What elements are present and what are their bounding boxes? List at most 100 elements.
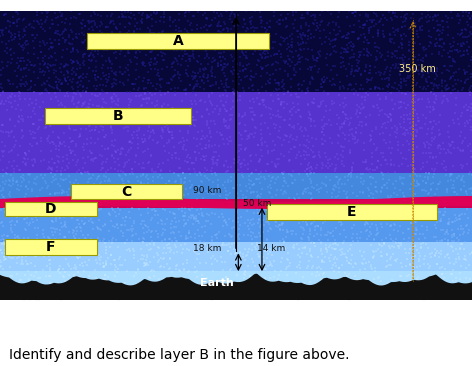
- Point: [445, 85, 453, 91]
- Point: [84, 18, 92, 24]
- Point: [35, 20, 43, 26]
- Point: [328, 245, 336, 251]
- Point: [421, 144, 429, 150]
- Point: [24, 235, 32, 241]
- Point: [124, 50, 132, 56]
- Point: [202, 153, 210, 159]
- Point: [70, 112, 77, 118]
- Point: [468, 127, 472, 133]
- Point: [59, 242, 66, 247]
- Point: [236, 222, 244, 228]
- Point: [378, 76, 386, 82]
- Point: [15, 119, 23, 124]
- Point: [285, 157, 293, 163]
- Point: [55, 181, 62, 187]
- Point: [101, 134, 108, 140]
- Point: [403, 127, 411, 133]
- Point: [236, 263, 244, 269]
- Point: [0, 232, 8, 238]
- Point: [186, 82, 194, 88]
- Point: [229, 185, 236, 191]
- Point: [80, 269, 88, 274]
- Point: [236, 279, 244, 285]
- Point: [425, 145, 433, 151]
- Point: [347, 82, 354, 88]
- Point: [455, 67, 463, 72]
- Point: [466, 276, 472, 282]
- Point: [41, 246, 49, 251]
- Point: [377, 169, 385, 175]
- Point: [238, 170, 245, 176]
- Point: [171, 41, 178, 47]
- Point: [109, 153, 116, 159]
- Point: [326, 108, 334, 113]
- Point: [230, 88, 238, 94]
- Point: [131, 23, 139, 29]
- Point: [409, 23, 416, 29]
- Point: [375, 112, 383, 117]
- Point: [183, 236, 190, 242]
- Point: [329, 240, 337, 246]
- Point: [310, 57, 317, 63]
- Point: [140, 172, 147, 178]
- Point: [211, 279, 218, 285]
- Point: [118, 189, 126, 195]
- Point: [287, 146, 295, 152]
- Point: [109, 142, 116, 148]
- Point: [173, 57, 180, 63]
- Point: [49, 44, 57, 50]
- Point: [78, 25, 85, 31]
- Point: [22, 191, 30, 197]
- Point: [223, 168, 231, 174]
- Point: [431, 70, 438, 75]
- Point: [197, 288, 204, 294]
- Point: [219, 66, 227, 72]
- Point: [155, 186, 163, 192]
- Point: [378, 243, 386, 249]
- Point: [232, 286, 240, 292]
- Point: [163, 291, 170, 297]
- Point: [213, 10, 220, 16]
- Point: [98, 30, 106, 36]
- Point: [28, 188, 36, 194]
- Point: [434, 22, 442, 28]
- Point: [45, 160, 52, 165]
- Point: [126, 249, 134, 254]
- Point: [89, 186, 97, 192]
- Point: [237, 77, 244, 83]
- Point: [236, 250, 244, 256]
- Point: [210, 191, 217, 197]
- Point: [119, 282, 126, 288]
- Point: [447, 90, 455, 96]
- Point: [285, 71, 292, 77]
- Point: [64, 245, 71, 251]
- Point: [179, 261, 187, 267]
- Point: [193, 136, 201, 142]
- Point: [392, 236, 399, 242]
- Point: [37, 117, 44, 123]
- Point: [84, 104, 92, 109]
- Point: [87, 52, 94, 58]
- Point: [347, 120, 354, 126]
- Point: [342, 115, 349, 121]
- Point: [226, 231, 233, 237]
- Point: [320, 114, 328, 120]
- Point: [66, 147, 74, 153]
- Point: [134, 266, 142, 272]
- Point: [160, 28, 167, 34]
- Point: [450, 43, 457, 49]
- Point: [226, 16, 234, 22]
- Point: [419, 86, 427, 92]
- Point: [185, 268, 193, 274]
- Point: [460, 41, 468, 47]
- Point: [411, 243, 419, 249]
- Point: [197, 206, 205, 212]
- Point: [80, 58, 88, 64]
- Point: [135, 119, 142, 125]
- Point: [317, 240, 325, 246]
- Point: [238, 160, 245, 166]
- Point: [236, 54, 244, 60]
- Point: [337, 143, 345, 149]
- Point: [58, 165, 66, 171]
- Point: [354, 193, 361, 199]
